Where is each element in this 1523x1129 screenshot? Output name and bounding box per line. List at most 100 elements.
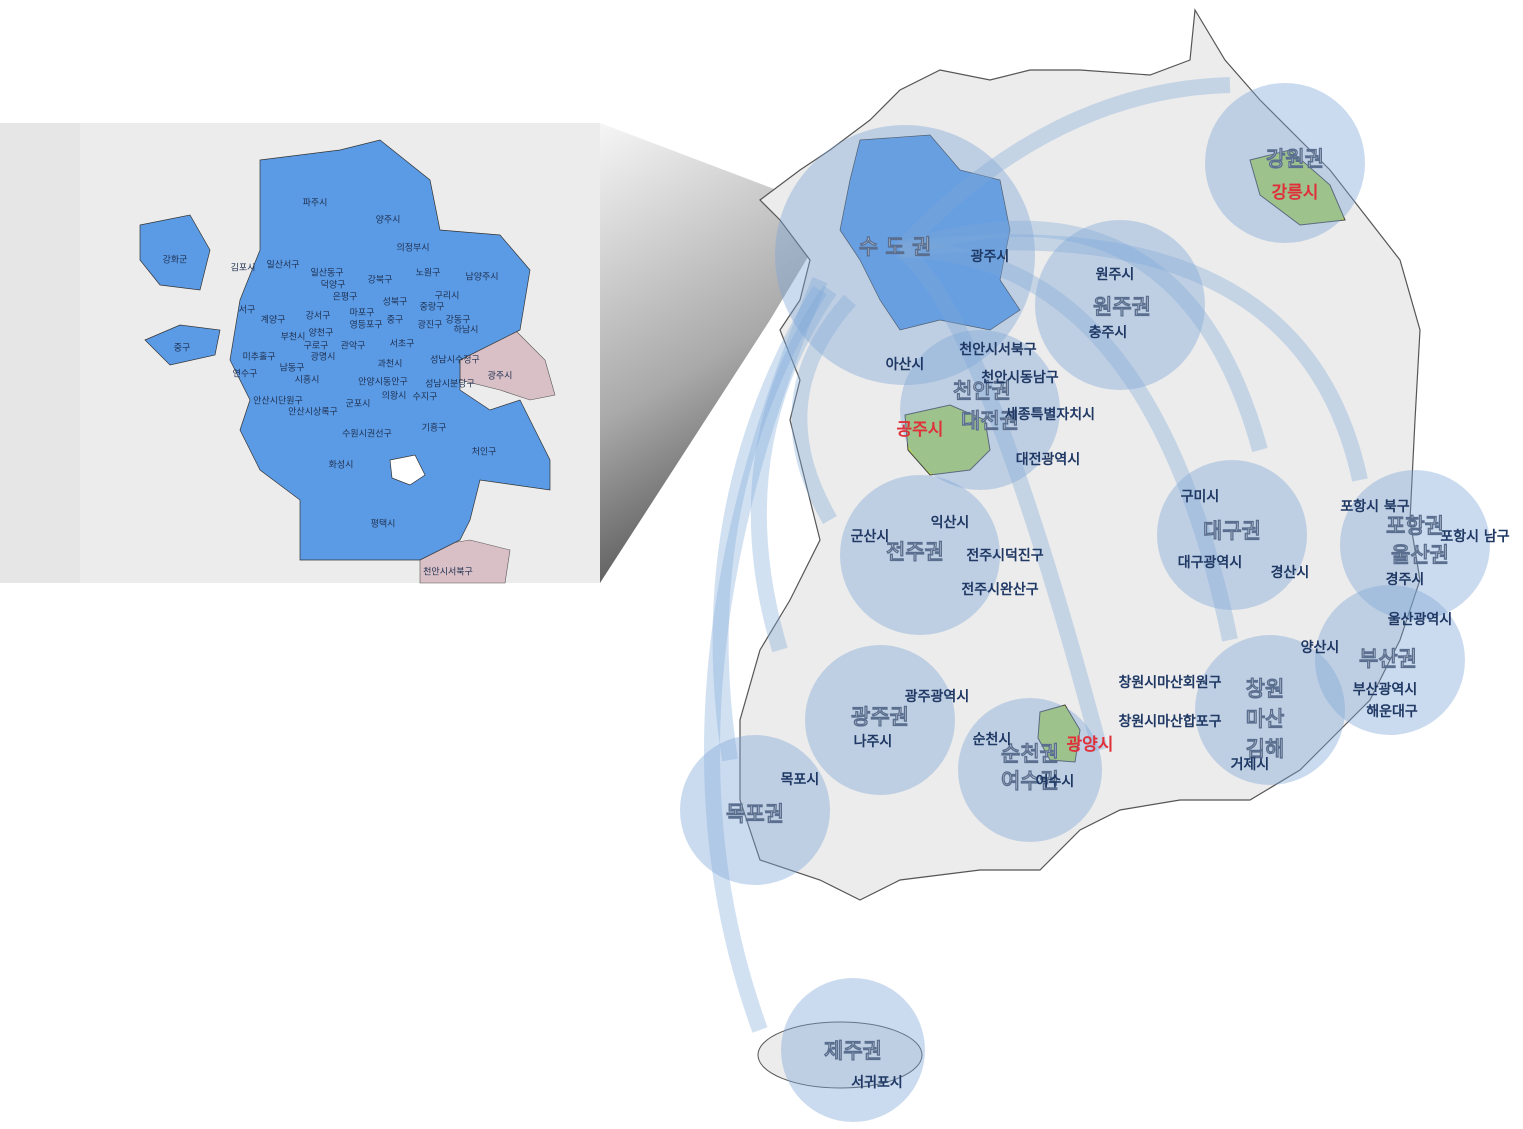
inset-label: 안산시단원구 (253, 396, 303, 407)
region-label: 강원권 (1266, 147, 1324, 171)
region-circle (1157, 460, 1307, 610)
region-circle (1205, 83, 1365, 243)
city-label: 대전광역시 (1016, 451, 1080, 468)
inset-label: 군포시 (346, 399, 371, 410)
inset-label: 영등포구 (349, 320, 382, 331)
region-label: 전주권 (886, 540, 944, 564)
city-label: 나주시 (854, 734, 893, 750)
region-label: 대구권 (1203, 519, 1261, 543)
inset-label: 파주시 (303, 198, 328, 209)
inset-label: 덕양구 (321, 280, 346, 291)
city-label: 충주시 (1089, 325, 1128, 341)
inset-label: 수지구 (413, 392, 438, 403)
inset-map (0, 123, 600, 584)
flow-arrows (704, 77, 1368, 1033)
inset-label: 은평구 (333, 292, 358, 303)
inset-label: 안양시동안구 (358, 377, 408, 388)
inset-label: 의왕시 (382, 391, 407, 402)
city-label: 익산시 (931, 514, 970, 531)
city-label: 울산광역시 (1388, 611, 1452, 628)
city-label: 광주광역시 (905, 688, 969, 705)
inset-label: 서구 (239, 305, 256, 316)
region-label: 여수권 (1001, 769, 1059, 793)
inset-label: 시흥시 (295, 374, 320, 386)
region-label: 광주권 (851, 705, 909, 729)
city-label: 대구광역시 (1178, 554, 1242, 571)
inset-label: 서초구 (390, 339, 415, 350)
region-circle (1315, 585, 1465, 735)
inset-label: 과천시 (378, 359, 403, 370)
inset-label: 노원구 (416, 268, 441, 279)
city-label: 해운대구 (1366, 704, 1418, 720)
region-circle (1035, 220, 1205, 390)
city-label: 포항시 북구 (1340, 498, 1409, 515)
inset-label: 일산서구 (266, 260, 299, 271)
region-label: 목포권 (726, 802, 784, 826)
inset-label: 강서구 (306, 311, 331, 322)
inset-label: 수원시권선구 (342, 428, 392, 440)
zoom-connector (600, 123, 835, 583)
inset-label: 성남시수정구 (430, 355, 480, 366)
inset-label: 기흥구 (422, 422, 447, 434)
inset-label: 미추홀구 (242, 351, 275, 363)
city-label: 서귀포시 (851, 1074, 903, 1091)
inset-label: 일산동구 (310, 268, 343, 279)
region-label: 원주권 (1093, 295, 1151, 319)
inset-label: 계양구 (261, 314, 286, 326)
inset-label: 광주시 (488, 370, 513, 382)
inset-label: 하남시 (454, 325, 479, 336)
region-label: 제주권 (824, 1039, 882, 1063)
inset-label: 김포시 (231, 262, 256, 274)
inset-label: 관악구 (341, 340, 366, 352)
city-label: 순천시 (973, 732, 1012, 748)
korea-map (739, 8, 1421, 1089)
region-label: 순천권 (1001, 742, 1059, 766)
region-label: 울산권 (1391, 543, 1449, 567)
inset-label: 안산시상록구 (288, 407, 338, 418)
city-label: 양산시 (1301, 639, 1340, 656)
city-label: 세종특별자치시 (1005, 406, 1095, 423)
inset-label: 강북구 (368, 275, 393, 286)
inset-label: 양주시 (376, 215, 401, 226)
city-label: 전주시완산구 (961, 581, 1038, 598)
region-circles (680, 83, 1490, 1122)
city-label: 경산시 (1271, 564, 1310, 581)
region-circle (958, 698, 1102, 842)
inset-label: 처인구 (472, 446, 497, 458)
inset-label: 평택시 (371, 519, 396, 530)
region-circle (775, 125, 1035, 385)
inset-label: 남양주시 (465, 272, 498, 283)
inset-label: 구리시 (435, 291, 460, 302)
city-label: 창원시마산회원구 (1118, 674, 1221, 691)
city-label: 포항시 남구 (1440, 528, 1509, 545)
region-circle (840, 475, 1000, 635)
inset-label: 강화군 (163, 255, 188, 266)
inset-label: 구로구 (304, 341, 329, 352)
region-label: 부산권 (1359, 647, 1417, 671)
city-label: 구미시 (1181, 489, 1220, 505)
region-label: 포항권 (1386, 514, 1444, 538)
inset-label: 천안시서북구 (423, 567, 473, 578)
region-circle (1195, 635, 1345, 785)
region-label: 대전권 (961, 409, 1019, 433)
region-circle (900, 330, 1060, 490)
inset-label: 중구 (174, 343, 191, 354)
inset-label: 마포구 (350, 308, 375, 319)
city-label: 창원시마산합포구 (1118, 713, 1221, 730)
inset-label: 중구 (387, 315, 404, 326)
highlight-label: 공주시 (897, 420, 944, 440)
region-label: 김해 (1246, 737, 1285, 761)
inset-label: 화성시 (329, 460, 354, 471)
inset-label: 성북구 (383, 297, 408, 308)
region-circle (805, 645, 955, 795)
city-label: 아산시 (886, 356, 925, 373)
region-label: 마산 (1246, 707, 1285, 731)
city-label: 여수시 (1036, 773, 1075, 790)
city-label: 광주시 (971, 248, 1010, 265)
region-circle (781, 978, 925, 1122)
region-circle (680, 735, 830, 885)
city-label: 거제시 (1231, 757, 1270, 773)
inset-label: 남동구 (280, 363, 305, 374)
